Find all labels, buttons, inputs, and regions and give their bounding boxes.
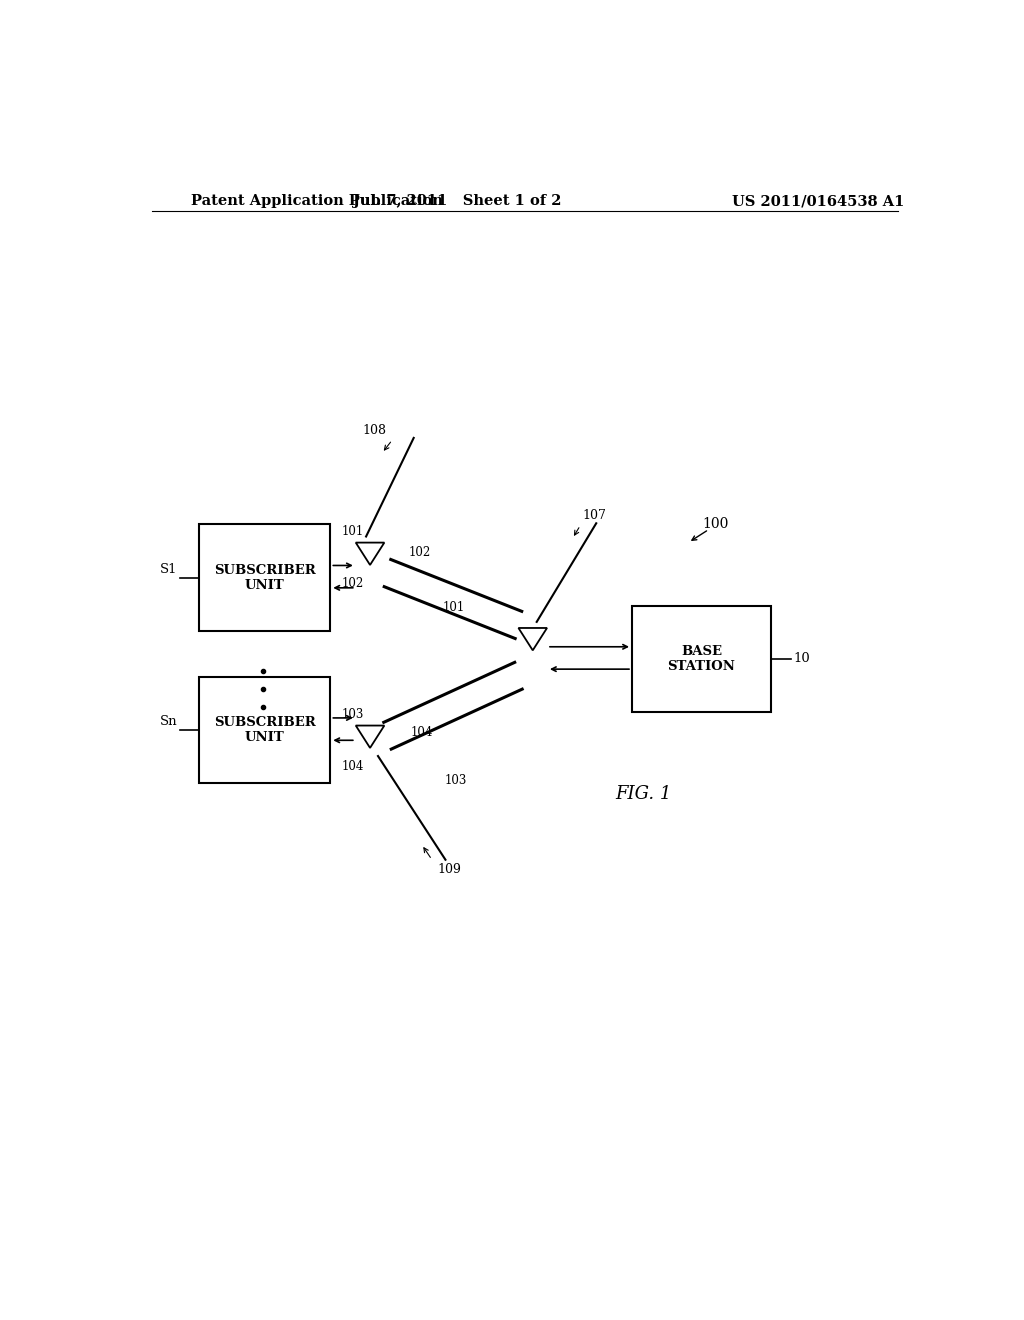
Text: Sn: Sn (160, 715, 177, 729)
Text: Jul. 7, 2011   Sheet 1 of 2: Jul. 7, 2011 Sheet 1 of 2 (353, 194, 561, 209)
Text: SUBSCRIBER
UNIT: SUBSCRIBER UNIT (214, 564, 315, 591)
Text: Patent Application Publication: Patent Application Publication (191, 194, 443, 209)
Bar (200, 524, 331, 631)
Text: 102: 102 (409, 546, 430, 560)
Text: 103: 103 (341, 708, 364, 721)
Text: 10: 10 (793, 652, 810, 665)
Bar (200, 677, 331, 784)
Text: US 2011/0164538 A1: US 2011/0164538 A1 (732, 194, 904, 209)
Text: 104: 104 (341, 760, 364, 772)
Text: 102: 102 (341, 577, 364, 590)
Text: BASE
STATION: BASE STATION (668, 645, 735, 673)
Text: 100: 100 (702, 517, 728, 532)
Text: 107: 107 (582, 508, 606, 521)
Text: 103: 103 (444, 774, 467, 787)
Text: SUBSCRIBER
UNIT: SUBSCRIBER UNIT (214, 717, 315, 744)
Bar (632, 606, 771, 713)
Text: FIG. 1: FIG. 1 (615, 784, 672, 803)
Text: S1: S1 (160, 564, 177, 576)
Text: 104: 104 (411, 726, 433, 739)
Text: 108: 108 (362, 424, 386, 437)
Text: 101: 101 (341, 525, 364, 539)
Text: 101: 101 (442, 601, 465, 614)
Text: 109: 109 (437, 863, 462, 876)
